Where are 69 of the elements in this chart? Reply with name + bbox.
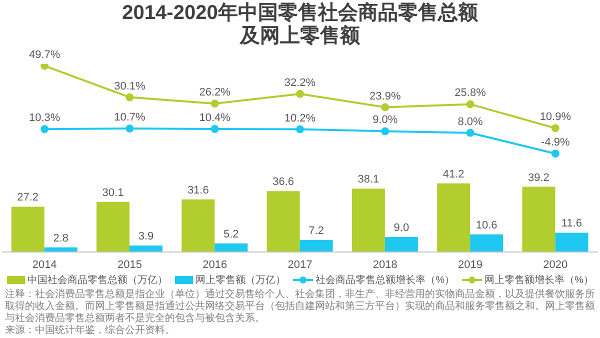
- bar: [522, 186, 556, 252]
- bar: [96, 202, 130, 252]
- data-label: 9.0: [394, 222, 410, 234]
- data-label: 39.2: [528, 172, 550, 184]
- data-label: 10.6: [476, 219, 498, 232]
- point: [551, 124, 560, 132]
- data-label: 25.8%: [454, 87, 486, 100]
- data-label: 8.0%: [458, 116, 484, 128]
- bar: [470, 234, 504, 252]
- data-label: 26.2%: [199, 86, 231, 99]
- source-note: 来源：中国统计年鉴，综合公开资料。: [5, 325, 176, 337]
- bar: [555, 232, 588, 252]
- data-label: 10.7%: [114, 112, 146, 124]
- data-label: 10.4%: [199, 112, 231, 124]
- x-tick-label: 2015: [117, 258, 142, 271]
- x-tick-label: 2020: [543, 258, 568, 271]
- data-label: 30.1: [102, 186, 124, 199]
- x-tick-label: 2019: [458, 258, 483, 271]
- legend-label: 中国社会商品零售总额（万亿）: [28, 274, 168, 286]
- data-label: 23.9%: [370, 90, 401, 102]
- data-label: 10.2%: [284, 112, 316, 124]
- chart-title: 2014-2020年中国零售社会商品零售总额及网上零售额: [121, 0, 479, 48]
- data-label: 10.3%: [28, 112, 60, 124]
- point: [381, 127, 390, 136]
- x-tick-label: 2016: [202, 258, 228, 271]
- x-tick-label: 2018: [372, 258, 398, 271]
- data-label: 41.2: [442, 168, 464, 180]
- point: [40, 125, 49, 134]
- point: [296, 90, 304, 98]
- x-tick-label: 2014: [32, 258, 57, 271]
- point: [466, 100, 474, 108]
- bar: [266, 191, 300, 252]
- data-label: 30.1%: [114, 80, 146, 92]
- data-label: 7.2: [308, 225, 324, 238]
- bar: [214, 243, 248, 252]
- bar: [300, 240, 333, 252]
- legend-label: 网上零售额（万亿）: [196, 274, 286, 286]
- data-label: 49.7%: [28, 48, 60, 61]
- x-tick-label: 2017: [288, 258, 312, 271]
- data-label: 10.9%: [540, 111, 572, 124]
- point: [551, 150, 560, 158]
- data-label: 31.6: [187, 184, 209, 196]
- point: [126, 124, 134, 133]
- point: [126, 93, 134, 102]
- data-label: -4.9%: [541, 136, 570, 149]
- data-label: 27.2: [17, 192, 39, 204]
- bar: [384, 237, 418, 252]
- bar: [11, 206, 44, 252]
- point: [210, 100, 219, 108]
- bar: [182, 199, 215, 252]
- bar: [352, 188, 385, 252]
- point: [210, 124, 219, 133]
- legend-label: 网上零售额增长率（%）: [484, 274, 594, 286]
- point: [466, 128, 474, 137]
- data-label: 32.2%: [284, 76, 316, 89]
- data-label: 2.8: [53, 232, 69, 244]
- legend-label: 社会商品零售总额增长率（%）: [316, 274, 454, 286]
- data-label: 5.2: [224, 228, 239, 240]
- data-label: 3.9: [138, 230, 154, 243]
- data-label: 11.6: [561, 218, 582, 230]
- point: [40, 64, 49, 70]
- point: [296, 125, 304, 134]
- data-label: 38.1: [358, 174, 380, 186]
- text: 注释：社会消费品零售总额是指企业（单位）通过交易售给个人、社会集团，非生产、非经营用的实物商品金额，以及提供餐饮服务所取得的收入金额。而网上零售额是指通过公共网络交易平台（包括自建网站和第三方平台）实现的商品和服务零售额之和。网上零售额与社会消费品零售总额两者不是完全的包含与被包含关系。: [5, 289, 595, 324]
- point: [381, 103, 390, 112]
- data-label: 9.0%: [372, 114, 398, 126]
- bar: [437, 183, 470, 252]
- data-label: 36.6: [272, 176, 294, 188]
- bar: [130, 246, 163, 252]
